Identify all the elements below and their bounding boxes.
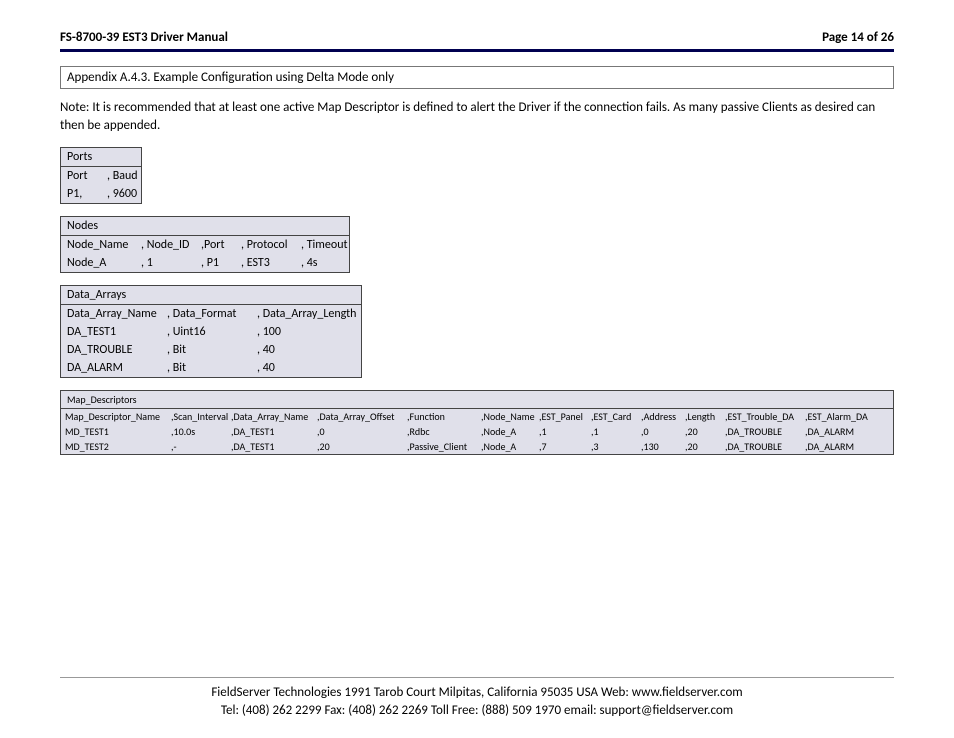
table-row: Map_Descriptor_Name ,Scan_Interval ,Data… [61, 409, 893, 424]
cell: ,3 [591, 440, 641, 453]
cell: ,Scan_Interval [171, 410, 231, 423]
cell: ,Address [641, 410, 685, 423]
page-header: FS-8700-39 EST3 Driver Manual Page 14 of… [60, 30, 894, 52]
cell: ,Port [195, 236, 235, 254]
cell: , Data_Array_Length [251, 305, 361, 323]
data-arrays-table: Data_Arrays Data_Array_Name , Data_Forma… [60, 285, 362, 378]
map-descriptors-table: Map_Descriptors Map_Descriptor_Name ,Sca… [60, 390, 894, 455]
cell: MD_TEST1 [65, 425, 171, 438]
table-row: DA_TROUBLE , Bit , 40 [61, 341, 361, 359]
cell: ,10.0s [171, 425, 231, 438]
cell: ,20 [317, 440, 407, 453]
cell: Map_Descriptor_Name [65, 410, 171, 423]
cell: ,20 [685, 425, 725, 438]
cell: ,Node_A [481, 440, 539, 453]
cell: ,EST_Alarm_DA [805, 410, 877, 423]
cell: ,DA_TROUBLE [725, 425, 805, 438]
cell: ,Data_Array_Name [231, 410, 317, 423]
cell: ,Node_A [481, 425, 539, 438]
cell: ,DA_ALARM [805, 425, 877, 438]
cell: , P1 [195, 254, 235, 272]
cell: Port [61, 167, 101, 185]
cell: , Data_Format [161, 305, 251, 323]
footer-line-2: Tel: (408) 262 2299 Fax: (408) 262 2269 … [60, 702, 894, 720]
map-descriptors-title: Map_Descriptors [61, 391, 893, 409]
cell: ,Rdbc [407, 425, 481, 438]
table-row: Node_Name , Node_ID ,Port , Protocol , T… [61, 236, 349, 254]
cell: ,EST_Trouble_DA [725, 410, 805, 423]
page-number: Page 14 of 26 [822, 30, 894, 45]
cell: ,1 [539, 425, 591, 438]
cell: ,0 [317, 425, 407, 438]
ports-title: Ports [61, 148, 141, 167]
table-row: Node_A , 1 , P1 , EST3 , 4s [61, 254, 349, 272]
cell: , 40 [251, 359, 361, 377]
cell: , 100 [251, 323, 361, 341]
table-row: DA_TEST1 , Uint16 , 100 [61, 323, 361, 341]
cell: , EST3 [235, 254, 295, 272]
cell: ,Node_Name [481, 410, 539, 423]
note-text: Note: It is recommended that at least on… [60, 99, 894, 135]
cell: ,0 [641, 425, 685, 438]
cell: , Bit [161, 341, 251, 359]
footer-line-1: FieldServer Technologies 1991 Tarob Cour… [60, 684, 894, 702]
cell: DA_ALARM [61, 359, 161, 377]
cell: P1, [61, 185, 101, 203]
cell: , 1 [135, 254, 195, 272]
cell: DA_TEST1 [61, 323, 161, 341]
data-arrays-title: Data_Arrays [61, 286, 361, 305]
cell: ,DA_ALARM [805, 440, 877, 453]
cell: ,1 [591, 425, 641, 438]
table-row: Port , Baud [61, 167, 141, 185]
cell: ,EST_Card [591, 410, 641, 423]
cell: MD_TEST2 [65, 440, 171, 453]
table-row: P1, , 9600 [61, 185, 141, 203]
section-title: Appendix A.4.3. Example Configuration us… [60, 66, 894, 89]
cell: ,130 [641, 440, 685, 453]
cell: ,DA_TEST1 [231, 425, 317, 438]
cell: , Protocol [235, 236, 295, 254]
cell: Node_A [61, 254, 135, 272]
doc-title: FS-8700-39 EST3 Driver Manual [60, 30, 228, 45]
cell: , Node_ID [135, 236, 195, 254]
cell: DA_TROUBLE [61, 341, 161, 359]
cell: ,Passive_Client [407, 440, 481, 453]
table-row: MD_TEST1 ,10.0s ,DA_TEST1 ,0 ,Rdbc ,Node… [61, 424, 893, 439]
cell: , 9600 [101, 185, 141, 203]
cell: Node_Name [61, 236, 135, 254]
table-row: DA_ALARM , Bit , 40 [61, 359, 361, 377]
cell: Data_Array_Name [61, 305, 161, 323]
cell: ,DA_TEST1 [231, 440, 317, 453]
page-footer: FieldServer Technologies 1991 Tarob Cour… [60, 677, 894, 720]
cell: , 40 [251, 341, 361, 359]
cell: ,DA_TROUBLE [725, 440, 805, 453]
nodes-title: Nodes [61, 217, 349, 236]
ports-table: Ports Port , Baud P1, , 9600 [60, 147, 142, 204]
cell: ,20 [685, 440, 725, 453]
cell: , 4s [295, 254, 349, 272]
cell: ,7 [539, 440, 591, 453]
cell: ,- [171, 440, 231, 453]
cell: , Uint16 [161, 323, 251, 341]
page: FS-8700-39 EST3 Driver Manual Page 14 of… [0, 0, 954, 455]
cell: , Bit [161, 359, 251, 377]
cell: , Timeout [295, 236, 349, 254]
cell: , Baud [101, 167, 141, 185]
cell: ,Length [685, 410, 725, 423]
nodes-table: Nodes Node_Name , Node_ID ,Port , Protoc… [60, 216, 350, 273]
cell: ,EST_Panel [539, 410, 591, 423]
table-row: Data_Array_Name , Data_Format , Data_Arr… [61, 305, 361, 323]
cell: ,Data_Array_Offset [317, 410, 407, 423]
table-row: MD_TEST2 ,- ,DA_TEST1 ,20 ,Passive_Clien… [61, 439, 893, 454]
cell: ,Function [407, 410, 481, 423]
